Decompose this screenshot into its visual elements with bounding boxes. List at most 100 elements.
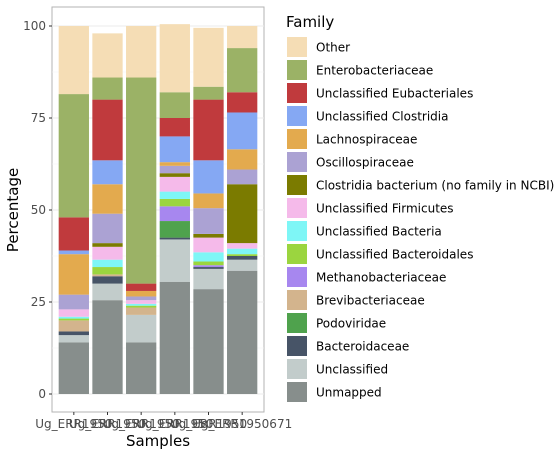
bar-segment: [126, 300, 157, 304]
legend-key: [287, 336, 307, 356]
legend-label: Unclassified Eubacteriales: [316, 87, 473, 101]
bar-segment: [227, 248, 258, 255]
bar-segment: [126, 283, 157, 291]
legend: Other Enterobacteriaceae Unclassified Euba…: [287, 37, 554, 402]
bar-segment: [193, 252, 224, 262]
x-tick-label: Ug_ERR1950: [170, 417, 247, 431]
bar-segment: [193, 27, 224, 87]
bar-segment: [159, 136, 190, 163]
legend-label: Unclassified: [316, 363, 388, 377]
bar-segment: [92, 213, 123, 244]
y-tick-label: 0: [38, 387, 46, 401]
legend-key: [287, 37, 307, 57]
y-axis-title: Percentage: [4, 168, 22, 252]
bar-segment: [159, 176, 190, 192]
bar-segment: [159, 281, 190, 394]
legend-key: [287, 175, 307, 195]
bar-segment: [159, 198, 190, 207]
bar-segment: [58, 316, 89, 319]
bar-segment: [159, 92, 190, 118]
bar-segment: [92, 243, 123, 247]
legend-key: [287, 267, 307, 287]
legend-label: Unclassified Bacteroidales: [316, 248, 473, 262]
bar-segment: [126, 307, 157, 315]
bar-segment: [92, 160, 123, 185]
legend-key: [287, 290, 307, 310]
bar-segment: [126, 296, 157, 301]
legend-key: [287, 382, 307, 402]
bar-segment: [227, 169, 258, 185]
x-axis: Ug_ERR1950Ug_ERR1950Ug_ERR1950Ug_ERR1950…: [35, 412, 292, 431]
bar-segment: [58, 318, 89, 321]
y-tick-label: 75: [31, 111, 46, 125]
legend-key: [287, 221, 307, 241]
bar-segment: [92, 246, 123, 260]
x-axis-title: Samples: [126, 432, 190, 450]
bar-segment: [227, 184, 258, 244]
bar-segment: [159, 173, 190, 177]
y-tick-label: 50: [31, 203, 46, 217]
bar-segment: [92, 184, 123, 214]
legend-label: Podoviridae: [316, 317, 386, 331]
x-tick-label: Ug_ERR1950671: [192, 417, 292, 431]
bar-segment: [159, 162, 190, 166]
bar-segment: [159, 237, 190, 240]
bar-segment: [58, 217, 89, 251]
legend-key: [287, 83, 307, 103]
bar-segment: [126, 26, 157, 78]
bars-group: [58, 24, 258, 394]
legend-key: [287, 129, 307, 149]
legend-label: Lachnospiraceae: [316, 133, 417, 147]
bar-segment: [126, 77, 157, 284]
legend-label: Methanobacteriaceae: [316, 271, 446, 285]
bar-segment: [193, 261, 224, 266]
bar-segment: [227, 254, 258, 256]
bar-segment: [58, 335, 89, 343]
bar-segment: [193, 160, 224, 194]
y-tick-label: 100: [23, 19, 46, 33]
bar-segment: [58, 309, 89, 317]
bar-segment: [159, 24, 190, 93]
bar-segment: [126, 303, 157, 306]
bar-segment: [92, 300, 123, 394]
bar-segment: [159, 191, 190, 199]
x-tick-label: Ug_ERR1950: [136, 417, 213, 431]
bar-segment: [58, 250, 89, 255]
bar-segment: [126, 314, 157, 343]
bar-segment: [193, 265, 224, 268]
bar-segment: [193, 193, 224, 209]
bar-segment: [227, 256, 258, 260]
bar-segment: [227, 270, 258, 394]
legend-title: Family: [286, 13, 334, 31]
legend-key: [287, 60, 307, 80]
legend-label: Unclassified Clostridia: [316, 110, 448, 124]
bar-segment: [92, 259, 123, 268]
bar-segment: [58, 331, 89, 336]
y-axis: 0 25 50 75 100: [23, 19, 52, 401]
bar-segment: [126, 305, 157, 308]
bar-segment: [227, 26, 258, 49]
bar-segment: [159, 165, 190, 174]
bar-segment: [227, 243, 258, 249]
bar-segment: [159, 118, 190, 137]
bar-segment: [159, 239, 190, 282]
bar-segment: [92, 33, 123, 78]
legend-key: [287, 106, 307, 126]
bar-segment: [92, 267, 123, 275]
legend-key: [287, 359, 307, 379]
legend-key: [287, 313, 307, 333]
legend-label: Brevibacteriaceae: [316, 294, 425, 308]
bar-segment: [193, 233, 224, 238]
bar-segment: [193, 208, 224, 234]
bar-segment: [193, 237, 224, 253]
bar-segment: [92, 77, 123, 100]
legend-key: [287, 244, 307, 264]
legend-label: Unclassified Firmicutes: [316, 202, 454, 216]
bar-segment: [92, 283, 123, 301]
legend-label: Oscillospiraceae: [316, 156, 414, 170]
legend-label: Clostridia bacterium (no family in NCBI): [316, 179, 554, 193]
bar-segment: [227, 149, 258, 170]
bar-segment: [193, 86, 224, 100]
x-tick-label: Ug_ERR1950: [35, 417, 112, 431]
